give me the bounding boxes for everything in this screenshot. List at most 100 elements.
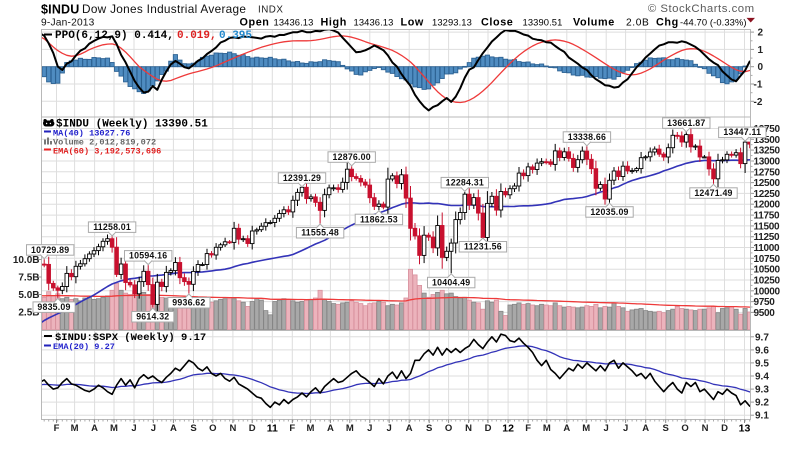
svg-text:11231.56: 11231.56 — [464, 242, 502, 252]
svg-text:J: J — [604, 423, 609, 434]
svg-text:9500: 9500 — [754, 308, 776, 319]
svg-text:5.0B: 5.0B — [18, 290, 39, 301]
svg-text:M: M — [346, 423, 354, 434]
svg-text:12250: 12250 — [754, 189, 781, 200]
svg-text:EMA(60) 3,192,573,696: EMA(60) 3,192,573,696 — [53, 147, 161, 157]
svg-text:10729.89: 10729.89 — [31, 245, 69, 255]
svg-text:N: N — [465, 423, 472, 434]
svg-text:S: S — [663, 423, 669, 434]
svg-text:O: O — [209, 423, 216, 434]
svg-text:Low: Low — [401, 17, 424, 29]
svg-text:12284.31: 12284.31 — [446, 178, 484, 188]
svg-text:A: A — [642, 423, 649, 434]
svg-text:2.5B: 2.5B — [18, 308, 39, 319]
svg-text:N: N — [229, 423, 236, 434]
svg-text:13293.13: 13293.13 — [432, 17, 472, 28]
svg-text:© StockCharts.com: © StockCharts.com — [648, 3, 755, 15]
svg-text:Open: Open — [240, 17, 270, 29]
svg-text:11250: 11250 — [754, 232, 780, 243]
svg-text:9.7: 9.7 — [755, 332, 769, 343]
svg-text:13750: 13750 — [754, 124, 781, 135]
svg-text:N: N — [702, 423, 709, 434]
svg-text:13000: 13000 — [754, 157, 781, 168]
svg-text:O: O — [681, 423, 688, 434]
svg-text:Close: Close — [481, 17, 513, 29]
svg-text:9.6: 9.6 — [755, 345, 769, 356]
svg-text:13338.66: 13338.66 — [568, 132, 606, 142]
svg-text:0.019,: 0.019, — [177, 30, 217, 42]
svg-text:9614.32: 9614.32 — [136, 312, 169, 322]
svg-text:A: A — [406, 423, 413, 434]
svg-text:M: M — [543, 423, 551, 434]
svg-text:D: D — [721, 423, 728, 434]
svg-text:J: J — [623, 423, 628, 434]
svg-text:F: F — [525, 423, 531, 434]
svg-text:13447.11: 13447.11 — [723, 127, 761, 137]
svg-text:9-Jan-2013: 9-Jan-2013 — [41, 18, 95, 29]
svg-text:S: S — [190, 423, 196, 434]
svg-text:11000: 11000 — [754, 243, 780, 254]
svg-text:MA(40) 13027.76: MA(40) 13027.76 — [53, 129, 130, 139]
svg-text:13500: 13500 — [754, 135, 781, 146]
svg-text:10594.16: 10594.16 — [129, 251, 167, 261]
svg-text:9.1: 9.1 — [755, 411, 769, 422]
svg-text:Volume: Volume — [573, 17, 615, 29]
svg-text:13436.13: 13436.13 — [274, 17, 314, 28]
svg-text:PPO(6,12,9) 0.414,: PPO(6,12,9) 0.414, — [55, 30, 174, 42]
svg-text:-44.70 (-0.33%): -44.70 (-0.33%) — [680, 17, 747, 28]
svg-text:9.5: 9.5 — [755, 358, 769, 369]
svg-text:9936.62: 9936.62 — [172, 298, 205, 308]
svg-text:J: J — [131, 423, 136, 434]
svg-text:12750: 12750 — [754, 167, 781, 178]
svg-text:12391.29: 12391.29 — [283, 173, 321, 183]
svg-text:11500: 11500 — [754, 221, 780, 232]
svg-text:EMA(20) 9.27: EMA(20) 9.27 — [53, 342, 115, 352]
svg-text:9.4: 9.4 — [755, 372, 769, 383]
svg-text:$INDU: $INDU — [41, 3, 80, 17]
svg-text:-1: -1 — [754, 80, 763, 91]
svg-text:11750: 11750 — [754, 211, 780, 222]
svg-text:High: High — [321, 17, 347, 29]
svg-text:11: 11 — [267, 423, 278, 435]
svg-text:11258.01: 11258.01 — [93, 222, 131, 232]
svg-text:9835.09: 9835.09 — [37, 302, 70, 312]
svg-text:10404.49: 10404.49 — [432, 277, 470, 287]
svg-text:S: S — [426, 423, 432, 434]
svg-text:F: F — [289, 423, 295, 434]
svg-text:9750: 9750 — [754, 297, 776, 308]
svg-text:12: 12 — [502, 423, 514, 435]
svg-text:12500: 12500 — [754, 178, 781, 189]
svg-text:7.5B: 7.5B — [18, 273, 39, 284]
svg-text:0: 0 — [758, 62, 764, 73]
svg-text:J: J — [367, 423, 372, 434]
svg-text:12876.00: 12876.00 — [333, 152, 371, 162]
svg-text:$INDU (Weekly) 13390.51: $INDU (Weekly) 13390.51 — [56, 119, 208, 131]
svg-text:M: M — [306, 423, 314, 434]
svg-text:10.0B: 10.0B — [13, 255, 40, 266]
svg-text:INDX: INDX — [258, 5, 283, 16]
svg-text:A: A — [327, 423, 334, 434]
svg-text:2.0B: 2.0B — [626, 18, 649, 29]
svg-text:13436.13: 13436.13 — [354, 17, 394, 28]
svg-text:10250: 10250 — [754, 276, 781, 287]
svg-text:13250: 13250 — [754, 146, 781, 157]
svg-text:10500: 10500 — [754, 265, 781, 276]
svg-text:0.395: 0.395 — [219, 30, 252, 42]
svg-text:12000: 12000 — [754, 200, 781, 211]
svg-text:10750: 10750 — [754, 254, 781, 265]
svg-text:11555.48: 11555.48 — [301, 228, 339, 238]
svg-text:Chg: Chg — [656, 17, 679, 29]
svg-text:M: M — [582, 423, 590, 434]
svg-text:M: M — [71, 423, 79, 434]
svg-text:$INDU:$SPX (Weekly) 9.17: $INDU:$SPX (Weekly) 9.17 — [55, 332, 206, 344]
svg-text:13: 13 — [739, 423, 751, 435]
svg-text:A: A — [91, 423, 98, 434]
svg-text:10000: 10000 — [754, 286, 781, 297]
svg-text:M: M — [110, 423, 118, 434]
svg-text:D: D — [249, 423, 256, 434]
svg-text:F: F — [54, 423, 60, 434]
svg-text:-2: -2 — [754, 97, 763, 108]
svg-text:1: 1 — [758, 45, 764, 56]
svg-text:12471.49: 12471.49 — [694, 188, 732, 198]
svg-text:Volume 2,012,819,072: Volume 2,012,819,072 — [53, 138, 156, 148]
